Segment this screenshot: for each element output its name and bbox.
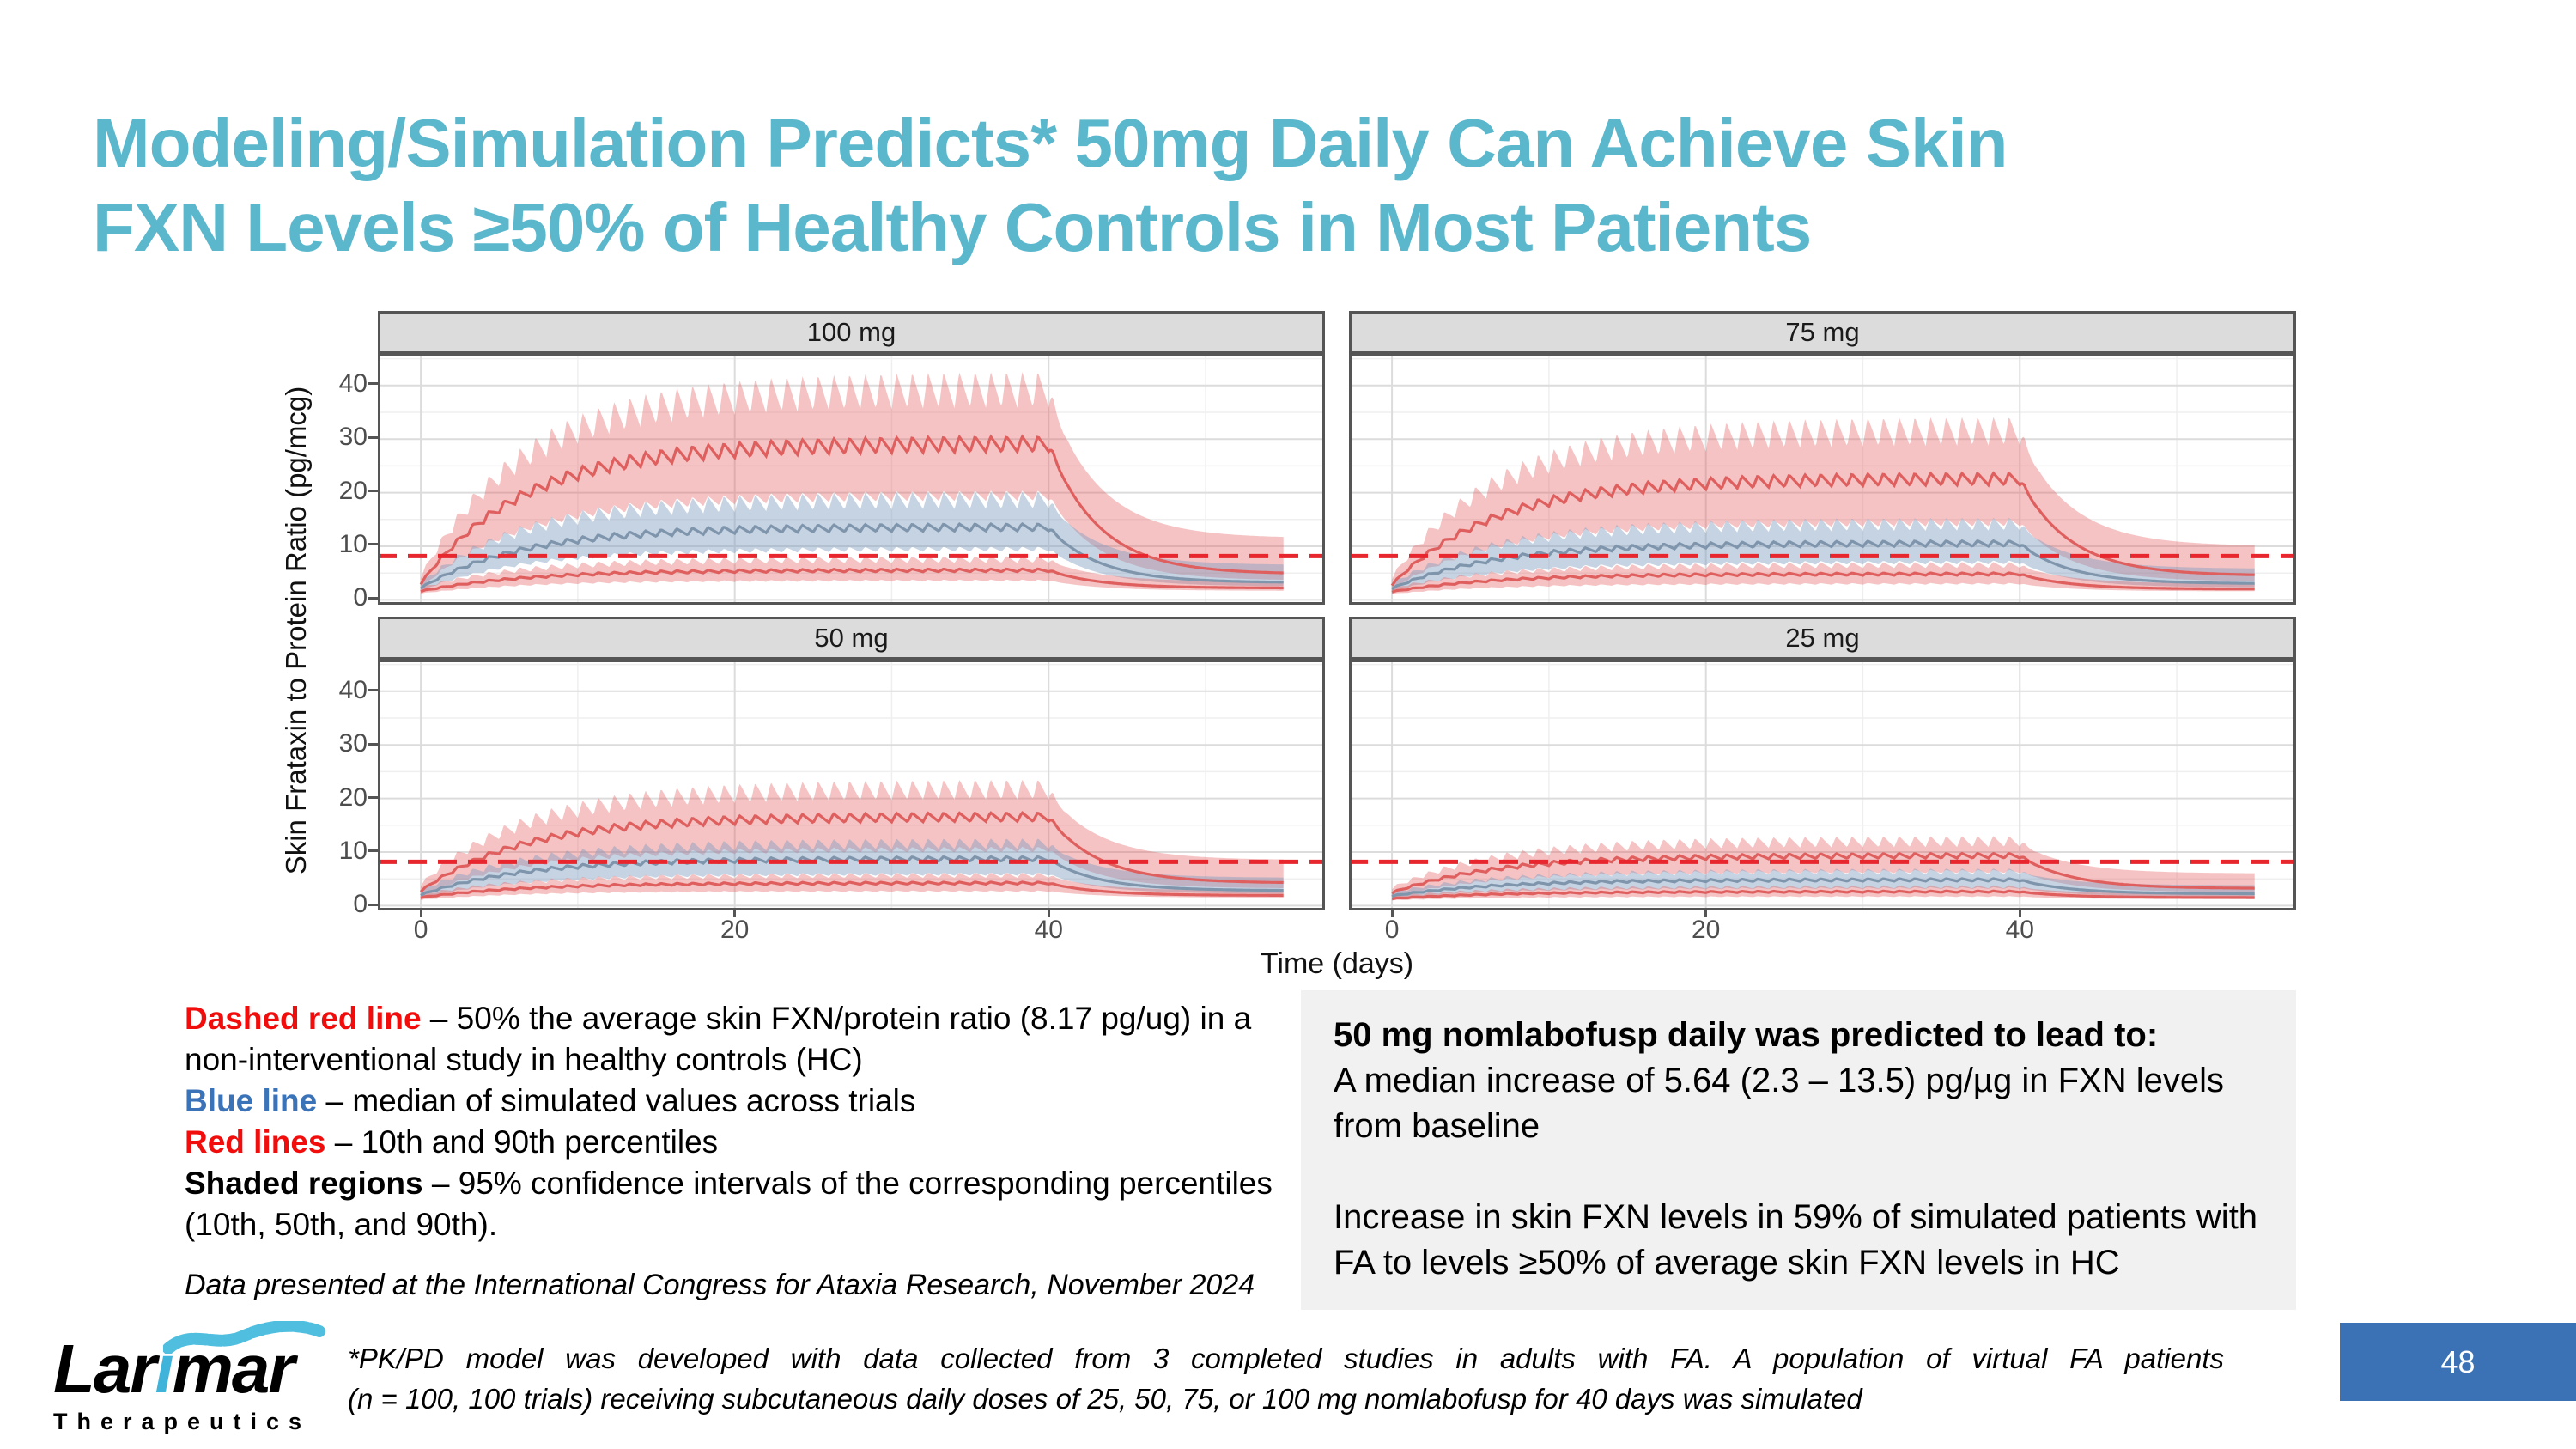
logo-text: Lar [53,1330,156,1407]
axis-tick-label: 20 [1691,916,1721,944]
prediction-summary-box: 50 mg nomlabofusp daily was predicted to… [1301,990,2296,1310]
axis-tick-label: 20 [338,476,368,505]
axis-tick-label: 40 [2005,916,2034,944]
facet-label: 25 mg [1785,623,1860,653]
axis-tick-label: 10 [338,529,368,558]
axis-tick-mark [1047,909,1050,917]
facet-panel-75mg: 75 mg [1349,311,2296,605]
legend-shaded-text: – 95% confidence intervals of the corres… [185,1166,1273,1242]
facet-panel-100mg: 100 mg [378,311,1325,605]
axis-tick-mark [2018,909,2021,917]
axis-tick-label: 40 [1034,916,1063,944]
footnote: *PK/PD model was developed with data col… [348,1338,2224,1419]
logo-subtitle: Therapeutics [53,1409,312,1434]
facet-strip-50mg: 50 mg [378,617,1325,660]
figure-legend: Dashed red line – 50% the average skin F… [185,998,1318,1306]
footnote-line1: *PK/PD model was developed with data col… [348,1342,2224,1374]
axis-tick-mark [1390,909,1394,917]
legend-text: Dashed red line – 50% the average skin F… [185,998,1318,1245]
axis-tick-label: 0 [413,916,428,944]
axis-tick-label: 0 [1384,916,1400,944]
plot-75mg [1349,354,2296,605]
legend-blue-label: Blue line [185,1083,318,1118]
spacer [1334,1149,2263,1195]
axis-tick-mark [368,903,378,906]
legend-red-text: – 10th and 90th percentiles [325,1124,719,1160]
larimar-logo: Larimar Therapeutics [53,1321,345,1443]
axis-tick-mark [368,543,378,546]
axis-tick-label: 40 [338,675,368,704]
logo-text: mar [172,1330,295,1407]
axis-tick-label: 20 [720,916,750,944]
page-number: 48 [2440,1343,2476,1379]
prediction-line2: Increase in skin FXN levels in 59% of si… [1334,1198,2258,1282]
axis-tick-label: 20 [338,782,368,812]
facet-label: 50 mg [814,623,889,653]
facet-label: 100 mg [806,317,896,347]
axis-tick-mark [368,689,378,692]
prediction-heading: 50 mg nomlabofusp daily was predicted to… [1334,1016,2159,1054]
x-axis-title: Time (days) [1260,947,1414,980]
axis-tick-label: 30 [338,729,368,758]
axis-tick-label: 0 [353,890,368,919]
page-title-line1: Modeling/Simulation Predicts* 50mg Daily… [93,105,2008,181]
axis-tick-mark [368,490,378,493]
legend-red-label: Red lines [185,1124,326,1160]
legend-shaded-label: Shaded regions [185,1166,423,1201]
facet-panel-50mg: 50 mg [378,617,1325,910]
facet-strip-75mg: 75 mg [1349,311,2296,354]
page-title-line2: FXN Levels ≥50% of Healthy Controls in M… [93,189,1812,265]
facet-label: 75 mg [1785,317,1860,347]
legend-dashed-text: – 50% the average skin FXN/protein ratio… [185,1001,1252,1077]
helix-coil-icon [163,1321,325,1354]
facet-strip-25mg: 25 mg [1349,617,2296,660]
footnote-line2: (n = 100, 100 trials) receiving subcutan… [348,1383,1862,1415]
page-title: Modeling/Simulation Predicts* 50mg Daily… [93,101,2514,270]
legend-dashed-label: Dashed red line [185,1001,422,1036]
axis-tick-label: 10 [338,836,368,865]
axis-tick-mark [733,909,737,917]
data-source-note: Data presented at the International Cong… [185,1269,1255,1301]
legend-blue-text: – median of simulated values across tria… [317,1083,916,1118]
axis-tick-mark [368,796,378,800]
facet-panel-25mg: 25 mg [1349,617,2296,910]
page-number-badge: 48 [2340,1323,2576,1401]
prediction-line1: A median increase of 5.64 (2.3 – 13.5) p… [1334,1062,2224,1145]
axis-tick-mark [1704,909,1708,917]
plot-50mg [378,660,1325,910]
axis-tick-mark [419,909,422,917]
axis-tick-mark [368,382,378,386]
facet-strip-100mg: 100 mg [378,311,1325,354]
axis-tick-mark [368,596,378,600]
plot-25mg [1349,660,2296,910]
axis-tick-mark [368,435,378,439]
axis-tick-label: 0 [353,583,368,612]
axis-tick-mark [368,742,378,746]
axis-tick-label: 40 [338,368,368,398]
y-axis-title: Skin Frataxin to Protein Ratio (pg/mcg) [280,386,312,875]
plot-100mg [378,354,1325,605]
axis-tick-mark [368,849,378,853]
axis-tick-label: 30 [338,423,368,452]
